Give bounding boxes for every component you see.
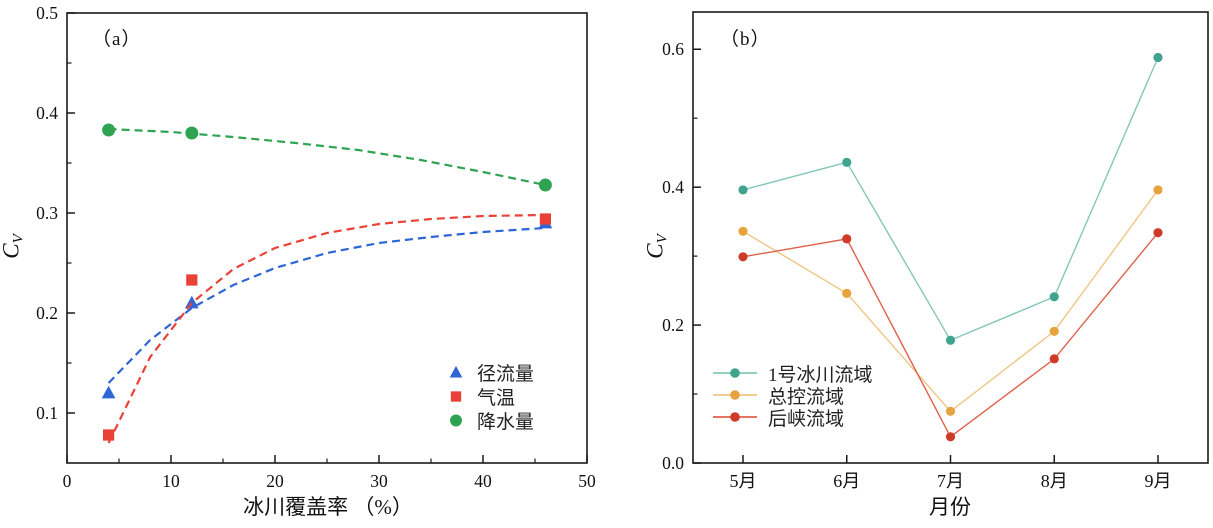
panel-a-yaxis-label: CV bbox=[0, 217, 28, 277]
triangle-marker-icon bbox=[449, 365, 463, 378]
y-tick-label: 0.5 bbox=[36, 3, 58, 23]
data-point-总控流域 bbox=[738, 226, 748, 236]
legend-label: 1号冰川流域 bbox=[768, 364, 873, 386]
trend-line-降水量 bbox=[108, 127, 546, 187]
y-tick-label: 0.4 bbox=[662, 177, 684, 197]
data-point-气温 bbox=[102, 429, 115, 441]
square-marker-icon bbox=[450, 391, 462, 402]
ylabel-main: C bbox=[0, 243, 24, 259]
data-point-径流量 bbox=[184, 295, 199, 309]
legend-item: 总控流域 bbox=[712, 384, 873, 408]
line-marker-icon bbox=[713, 412, 757, 422]
x-tick-label: 9月 bbox=[1145, 471, 1172, 491]
trend-line-径流量 bbox=[107, 226, 546, 384]
data-point-后峡流域 bbox=[1153, 228, 1163, 238]
x-tick-label: 20 bbox=[266, 471, 284, 491]
data-point-径流量 bbox=[101, 385, 116, 399]
legend-item: 后峡流域 bbox=[712, 406, 873, 430]
x-tick-label: 5月 bbox=[730, 471, 757, 491]
line-marker-icon bbox=[713, 368, 757, 378]
legend-item: 径流量 bbox=[448, 360, 535, 385]
x-tick-label: 0 bbox=[63, 471, 72, 491]
panel-a-title: （a） bbox=[92, 29, 142, 50]
y-tick-label: 0.6 bbox=[662, 39, 684, 59]
y-tick-label: 0.0 bbox=[662, 453, 684, 473]
legend-label: 气温 bbox=[477, 387, 516, 409]
x-tick-label: 50 bbox=[578, 471, 596, 491]
data-point-后峡流域 bbox=[945, 432, 956, 442]
data-point-气温 bbox=[539, 213, 552, 225]
data-point-总控流域 bbox=[945, 406, 956, 416]
y-tick-label: 0.3 bbox=[36, 203, 58, 223]
legend-dot bbox=[730, 390, 740, 400]
legend-item: 降水量 bbox=[448, 408, 535, 433]
data-point-1号冰川流域 bbox=[738, 185, 748, 195]
data-point-1号冰川流域 bbox=[1049, 292, 1059, 302]
x-tick-label: 10 bbox=[162, 471, 180, 491]
data-point-后峡流域 bbox=[1049, 354, 1059, 364]
panel-b: 5月 6月 7月 8月 9月 0.0 0.2 0.4 0.6 bbox=[662, 11, 1209, 491]
y-tick-label: 0.2 bbox=[662, 315, 684, 335]
series-line-1号冰川流域 bbox=[742, 57, 1159, 342]
line-marker-icon bbox=[713, 390, 757, 400]
circle-marker-icon bbox=[450, 414, 462, 427]
legend-label: 后峡流域 bbox=[768, 408, 845, 430]
legend-dot bbox=[730, 368, 740, 378]
y-tick-label: 0.1 bbox=[36, 403, 58, 423]
legend-label: 径流量 bbox=[477, 363, 535, 385]
y-tick-label: 0.2 bbox=[36, 303, 58, 323]
data-point-1号冰川流域 bbox=[945, 335, 956, 345]
data-point-降水量 bbox=[185, 126, 199, 140]
circle-marker-icon bbox=[450, 414, 462, 427]
ylabel-main: C bbox=[642, 243, 668, 259]
data-point-降水量 bbox=[102, 123, 116, 137]
legend-label: 降水量 bbox=[477, 411, 535, 433]
data-point-总控流域 bbox=[1049, 326, 1059, 336]
x-tick-label: 7月 bbox=[937, 471, 964, 491]
ylabel-sub: V bbox=[654, 234, 671, 244]
square-marker-icon bbox=[450, 391, 462, 402]
data-point-总控流域 bbox=[842, 288, 852, 298]
x-tick-label: 30 bbox=[370, 471, 388, 491]
data-point-气温 bbox=[186, 274, 198, 286]
panel-b-legend: 1号冰川流域 总控流域 后峡流域 bbox=[712, 362, 873, 430]
trend-line-气温 bbox=[107, 213, 546, 444]
panel-a-xaxis-label: 冰川覆盖率 （%） bbox=[243, 495, 413, 519]
data-point-总控流域 bbox=[1153, 185, 1163, 195]
x-tick-label: 8月 bbox=[1041, 471, 1068, 491]
ylabel-sub: V bbox=[10, 234, 27, 244]
panel-b-xaxis-label: 月份 bbox=[929, 495, 971, 519]
panel-a-legend: 径流量 气温 降水量 bbox=[448, 360, 535, 433]
x-tick-label: 6月 bbox=[833, 471, 860, 491]
triangle-marker-icon bbox=[449, 365, 463, 378]
x-tick-label: 40 bbox=[474, 471, 492, 491]
panel-a: 0 10 20 30 40 50 0.1 0.2 0.3 0.4 0.5 bbox=[36, 3, 596, 491]
data-point-降水量 bbox=[538, 178, 552, 192]
data-point-后峡流域 bbox=[842, 234, 852, 244]
legend-item: 气温 bbox=[448, 384, 534, 409]
data-point-后峡流域 bbox=[738, 252, 748, 262]
legend-dot bbox=[730, 412, 740, 422]
panel-b-title: （b） bbox=[720, 29, 771, 50]
panel-b-yaxis-label: CV bbox=[643, 217, 672, 277]
data-point-1号冰川流域 bbox=[1153, 52, 1163, 63]
data-point-1号冰川流域 bbox=[842, 157, 852, 167]
legend-item: 1号冰川流域 bbox=[712, 362, 873, 386]
legend-label: 总控流域 bbox=[768, 386, 845, 408]
y-tick-label: 0.4 bbox=[36, 103, 58, 123]
